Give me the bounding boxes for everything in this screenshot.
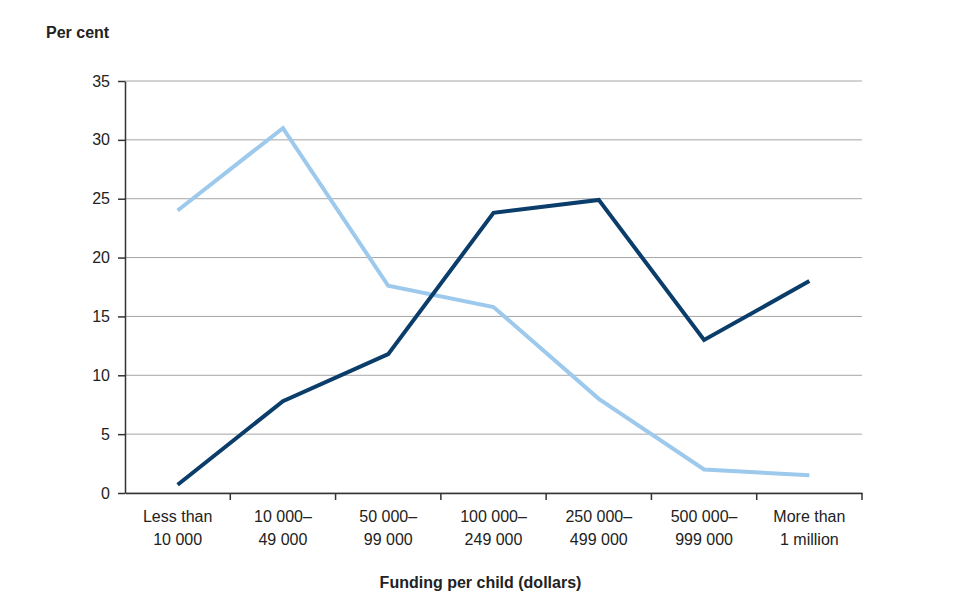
- grid: [125, 81, 862, 493]
- y-tick: 5: [101, 426, 125, 443]
- y-tick: 25: [92, 190, 125, 207]
- series-line: [178, 128, 810, 475]
- x-separator: [230, 493, 232, 500]
- x-tick: Less than 10 000: [143, 493, 212, 548]
- y-tick: 20: [92, 249, 125, 266]
- y-tick-label: 35: [92, 73, 110, 90]
- x-tick: More than 1 million: [773, 493, 845, 548]
- y-axis: 0 5 10 15 20 25 30 35: [92, 73, 125, 502]
- x-tick-label-line: More than: [773, 508, 845, 525]
- x-tick-label-line: 250 000–: [565, 508, 632, 525]
- x-tick-label-line: 1 million: [780, 531, 839, 548]
- y-tick-mark: [118, 198, 125, 200]
- y-tick-mark: [118, 316, 125, 318]
- y-tick-mark: [118, 257, 125, 259]
- y-tick: 35: [92, 73, 125, 90]
- x-axis-title: Funding per child (dollars): [380, 574, 582, 591]
- x-tick-label-line: 249 000: [465, 531, 523, 548]
- x-tick-label-line: 499 000: [570, 531, 628, 548]
- y-tick-mark: [118, 375, 125, 377]
- y-tick-mark: [118, 434, 125, 436]
- grid-line: [125, 139, 862, 140]
- x-axis: Less than 10 000 10 000– 49 000 50 000– 99 00…: [126, 493, 863, 548]
- grid-line: [125, 316, 862, 317]
- x-tick: 100 000– 249 000: [460, 493, 527, 548]
- x-tick: 50 000– 99 000: [359, 493, 417, 548]
- x-separators: [230, 493, 862, 500]
- x-separator: [756, 493, 758, 500]
- chart: 0 5 10 15 20 25 30 35 Less than 10 000 10 000– 49 0…: [0, 0, 958, 612]
- y-axis-line: [125, 82, 127, 494]
- lines: [178, 128, 810, 485]
- x-tick: 10 000– 49 000: [254, 493, 312, 548]
- y-tick-mark: [118, 493, 125, 495]
- x-separator: [651, 493, 653, 500]
- y-tick-mark: [118, 140, 125, 142]
- y-tick: 0: [101, 485, 125, 502]
- grid-line: [125, 493, 862, 494]
- x-tick-label-line: 50 000–: [359, 508, 417, 525]
- y-tick-label: 10: [92, 367, 110, 384]
- y-tick: 10: [92, 367, 125, 384]
- x-tick-label: 500 000– 999 000: [671, 508, 738, 548]
- y-tick: 15: [92, 308, 125, 325]
- x-tick-label: 100 000– 249 000: [460, 508, 527, 548]
- x-tick: 250 000– 499 000: [565, 493, 632, 548]
- x-separator: [861, 493, 863, 500]
- grid-line: [125, 81, 862, 82]
- x-tick-label: Less than 10 000: [143, 508, 212, 548]
- x-tick-label-line: 10 000–: [254, 508, 312, 525]
- x-tick-label-line: 49 000: [258, 531, 307, 548]
- grid-line: [125, 434, 862, 435]
- x-tick-label: 250 000– 499 000: [565, 508, 632, 548]
- x-tick-label-line: 500 000–: [671, 508, 738, 525]
- grid-line: [125, 257, 862, 258]
- x-tick-label-line: 10 000: [153, 531, 202, 548]
- x-separator: [440, 493, 442, 500]
- x-separator: [545, 493, 547, 500]
- x-tick-label: 50 000– 99 000: [359, 508, 417, 548]
- x-tick-label-line: Less than: [143, 508, 212, 525]
- x-tick-label-line: 99 000: [364, 531, 413, 548]
- y-tick-label: 0: [101, 485, 110, 502]
- x-tick-label-line: 999 000: [675, 531, 733, 548]
- y-tick-label: 20: [92, 249, 110, 266]
- y-tick: 30: [92, 131, 125, 148]
- x-tick-label-line: 100 000–: [460, 508, 527, 525]
- grid-line: [125, 375, 862, 376]
- y-tick-label: 25: [92, 190, 110, 207]
- series-line: [178, 200, 810, 485]
- y-tick-label: 15: [92, 308, 110, 325]
- x-tick-label: 10 000– 49 000: [254, 508, 312, 548]
- grid-line: [125, 198, 862, 199]
- y-tick-label: 5: [101, 426, 110, 443]
- x-tick-label: More than 1 million: [773, 508, 845, 548]
- x-axis-line: [126, 493, 863, 495]
- y-tick-label: 30: [92, 131, 110, 148]
- y-axis-title: Per cent: [46, 24, 110, 41]
- x-separator: [335, 493, 337, 500]
- x-tick: 500 000– 999 000: [671, 493, 738, 548]
- y-tick-mark: [118, 81, 125, 83]
